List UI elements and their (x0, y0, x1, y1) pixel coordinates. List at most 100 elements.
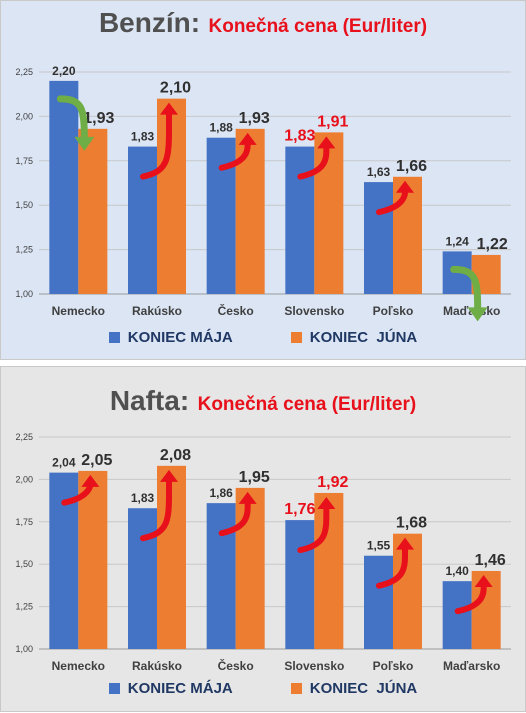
x-tick-label: Česko (218, 658, 254, 673)
data-label-may: 1,63 (367, 165, 391, 179)
chart-legend: KONIEC MÁJA KONIEC JÚNA (1, 680, 525, 697)
y-tick-label: 1,25 (15, 602, 33, 612)
x-tick-label: Poľsko (373, 659, 414, 673)
legend-item-may: KONIEC MÁJA (108, 680, 233, 697)
data-label-may: 1,83 (131, 491, 155, 505)
x-tick-label: Rakúsko (132, 659, 182, 673)
trend-up-arrowhead (81, 474, 100, 487)
x-tick-label: Maďarsko (443, 659, 500, 673)
bar-may (442, 581, 472, 649)
bar-may (285, 146, 315, 294)
bar-june (78, 128, 108, 294)
x-tick-label: Poľsko (373, 304, 414, 318)
y-tick-label: 1,25 (15, 245, 33, 255)
trend-up-arrow (218, 498, 251, 537)
trend-down-arrow (56, 95, 88, 143)
trend-up-arrowhead (474, 574, 493, 587)
data-label-june: 1,91 (317, 113, 348, 130)
data-label-june: 1,66 (396, 158, 427, 175)
trend-up-arrowhead (317, 136, 336, 149)
bar-may (285, 520, 315, 649)
x-tick-label: Česko (218, 303, 254, 318)
bar-may (206, 137, 236, 294)
y-tick-label: 1,50 (15, 200, 33, 210)
data-label-june: 1,22 (477, 236, 508, 253)
trend-up-arrow (140, 109, 173, 180)
benzin-chart-panel: Benzín: Konečná cena (Eur/liter) 1,00 1,2… (0, 0, 526, 360)
trend-down-arrow (450, 265, 482, 313)
y-tick-label: 2,25 (15, 432, 33, 442)
data-label-may: 1,86 (209, 486, 233, 500)
nafta-chart-panel: Nafta: Konečná cena (Eur/liter) 1,00 1,25… (0, 366, 526, 712)
x-tick-label: Slovensko (284, 304, 344, 318)
trend-up-arrowhead (396, 537, 414, 550)
bar-may (128, 508, 157, 649)
data-label-may: 1,76 (284, 501, 315, 518)
legend-label-june: KONIEC JÚNA (309, 680, 418, 697)
data-label-june: 1,46 (475, 552, 506, 569)
y-tick-label: 1,75 (15, 517, 33, 527)
data-label-june: 1,92 (317, 474, 348, 491)
x-tick-label: Slovensko (284, 659, 344, 673)
trend-up-arrowhead (238, 491, 257, 504)
trend-up-arrowhead (160, 102, 178, 115)
benzin-bar-chart: 1,00 1,25 1,50 1,75 2,00 2,25 Nemecko 2,20 1,93 R… (15, 64, 511, 322)
data-label-june: 1,68 (396, 515, 427, 532)
data-label-may: 1,24 (445, 234, 469, 248)
y-tick-label: 1,75 (15, 156, 33, 166)
chart-legend: KONIEC MÁJA KONIEC JÚNA (1, 329, 525, 346)
chart-subtitle: Konečná cena (Eur/liter) (197, 394, 417, 415)
bar-may (49, 80, 79, 294)
bar-june (314, 132, 344, 294)
data-label-may: 1,40 (445, 564, 469, 578)
trend-up-arrowhead (160, 469, 178, 482)
data-label-june: 2,10 (160, 80, 191, 97)
trend-up-arrow (297, 503, 330, 554)
data-label-may: 1,83 (284, 128, 315, 145)
trend-up-arrow (297, 143, 330, 180)
legend-label-june: KONIEC JÚNA (309, 329, 418, 346)
legend-swatch-june (290, 332, 302, 343)
data-label-june: 2,05 (81, 452, 112, 469)
y-tick-label: 2,00 (15, 111, 33, 121)
data-label-may: 1,83 (131, 130, 155, 144)
trend-up-arrowhead (396, 180, 414, 193)
nafta-bar-chart: 1,00 1,25 1,50 1,75 2,00 2,25 Nemecko 2,04 2,05 R… (15, 432, 511, 673)
legend-swatch-may (108, 683, 120, 694)
x-tick-label: Nemecko (52, 659, 105, 673)
y-tick-label: 1,00 (15, 289, 33, 299)
legend-label-may: KONIEC MÁJA (127, 680, 233, 697)
x-tick-label: Rakúsko (132, 304, 182, 318)
bar-may (128, 146, 157, 294)
data-label-june: 1,93 (239, 110, 270, 127)
bar-june (235, 128, 265, 294)
bar-may (364, 555, 393, 649)
data-label-may: 1,88 (209, 121, 233, 135)
data-label-june: 2,08 (160, 447, 191, 464)
trend-up-arrow (140, 476, 173, 542)
y-tick-label: 1,00 (15, 644, 33, 654)
y-tick-label: 2,00 (15, 474, 33, 484)
bar-june (235, 487, 265, 649)
chart-title-main: Benzín: (98, 7, 201, 38)
x-tick-label: Nemecko (52, 304, 105, 318)
bar-june (393, 176, 422, 294)
chart-subtitle: Konečná cena (Eur/liter) (208, 16, 428, 37)
trend-down-arrowhead (74, 136, 95, 151)
legend-item-may: KONIEC MÁJA (108, 329, 233, 346)
data-label-june: 1,95 (239, 469, 270, 486)
legend-label-may: KONIEC MÁJA (127, 329, 233, 346)
trend-up-arrowhead (238, 132, 257, 145)
data-label-may: 1,55 (367, 539, 391, 553)
bar-may (206, 503, 236, 649)
trend-down-arrowhead (467, 307, 488, 322)
y-tick-label: 2,25 (15, 67, 33, 77)
bar-june (78, 470, 108, 649)
data-label-june: 1,93 (83, 110, 114, 127)
legend-swatch-may (108, 332, 120, 343)
chart-title: Nafta: Konečná cena (Eur/liter) (1, 385, 525, 417)
trend-up-arrow (376, 544, 409, 589)
trend-up-arrowhead (317, 496, 336, 509)
data-label-may: 2,04 (52, 456, 76, 470)
legend-item-june: KONIEC JÚNA (290, 329, 418, 346)
